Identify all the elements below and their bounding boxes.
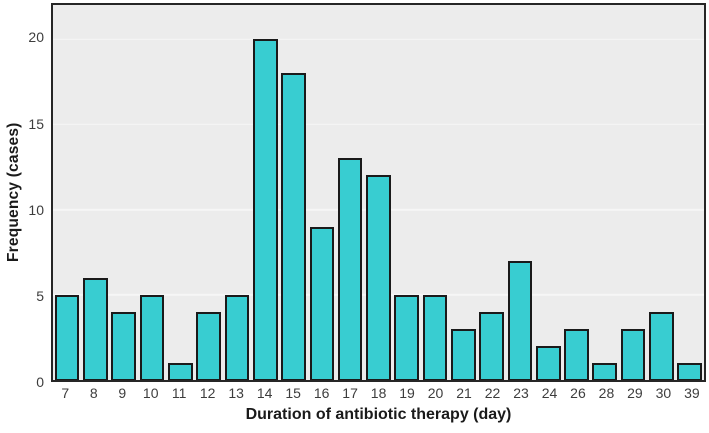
bar-slot-7 — [53, 5, 81, 380]
x-tick-label-11: 11 — [171, 385, 187, 401]
bar-14 — [252, 39, 278, 380]
bar-13 — [224, 294, 250, 380]
x-tick-label-8: 8 — [89, 385, 98, 401]
bar-slot-26 — [562, 5, 590, 380]
plot-area — [51, 3, 706, 382]
x-tick-label-28: 28 — [598, 385, 615, 401]
x-tick-label-14: 14 — [256, 385, 273, 401]
gridline-15 — [53, 123, 704, 126]
bar-11 — [168, 362, 193, 380]
y-tick-label-15: 15 — [28, 115, 44, 132]
bar-9 — [111, 311, 137, 380]
bar-15 — [281, 73, 306, 380]
bar-series — [53, 5, 704, 380]
bar-8 — [83, 277, 108, 380]
bar-slot-17 — [336, 5, 364, 380]
y-tick-label-0: 0 — [36, 374, 44, 390]
bar-23 — [507, 260, 533, 380]
bar-19 — [394, 294, 420, 380]
x-tick-label-10: 10 — [142, 385, 159, 401]
bar-slot-16 — [308, 5, 336, 380]
bar-29 — [620, 328, 646, 380]
y-axis-title: Frequency (cases) — [5, 122, 22, 263]
bar-18 — [366, 175, 391, 380]
x-tick-label-29: 29 — [627, 385, 643, 401]
bar-slot-30 — [647, 5, 675, 380]
x-tick-label-23: 23 — [513, 385, 529, 401]
bar-16 — [309, 226, 335, 380]
bar-slot-9 — [110, 5, 138, 380]
y-axis-tick-labels: 0 5 10 15 20 — [24, 3, 44, 389]
bar-slot-23 — [506, 5, 534, 380]
bar-slot-21 — [449, 5, 477, 380]
bar-22 — [479, 311, 504, 380]
bar-slot-14 — [251, 5, 279, 380]
x-tick-label-22: 22 — [484, 385, 501, 401]
bar-slot-18 — [364, 5, 392, 380]
x-tick-label-13: 13 — [228, 385, 244, 401]
bar-39 — [677, 362, 702, 380]
bar-slot-11 — [166, 5, 194, 380]
gridline-20 — [53, 38, 704, 40]
x-tick-label-24: 24 — [541, 385, 558, 401]
x-tick-label-39: 39 — [684, 385, 700, 401]
bar-slot-39 — [676, 5, 704, 380]
x-tick-label-15: 15 — [285, 385, 301, 401]
x-tick-label-21: 21 — [456, 385, 472, 401]
y-tick-label-10: 10 — [28, 201, 44, 218]
bar-slot-15 — [279, 5, 307, 380]
bar-slot-13 — [223, 5, 251, 380]
bar-slot-22 — [477, 5, 505, 380]
x-axis-tick-labels: 7 8 9 10 11 12 13 14 15 16 17 18 19 20 21 22 23 24 26 28 29 3… — [51, 386, 706, 400]
x-tick-label-18: 18 — [370, 385, 387, 401]
bar-slot-19 — [393, 5, 421, 380]
bar-10 — [139, 294, 165, 380]
x-tick-label-20: 20 — [427, 385, 444, 401]
bar-7 — [54, 294, 80, 380]
x-tick-label-26: 26 — [570, 385, 586, 401]
x-tick-label-19: 19 — [399, 385, 415, 401]
bar-26 — [564, 328, 589, 380]
y-tick-label-20: 20 — [28, 29, 44, 46]
bar-30 — [649, 311, 674, 380]
bar-20 — [422, 294, 448, 380]
y-tick-label-5: 5 — [36, 287, 44, 304]
x-tick-label-12: 12 — [199, 385, 216, 401]
bar-slot-28 — [591, 5, 619, 380]
bar-28 — [592, 362, 618, 380]
x-tick-label-16: 16 — [313, 385, 330, 401]
bar-12 — [196, 311, 221, 380]
bar-slot-8 — [81, 5, 109, 380]
bar-slot-12 — [194, 5, 222, 380]
bar-slot-24 — [534, 5, 562, 380]
bar-slot-10 — [138, 5, 166, 380]
x-tick-label-9: 9 — [118, 385, 127, 401]
x-tick-label-7: 7 — [61, 385, 70, 401]
bar-slot-29 — [619, 5, 647, 380]
bar-21 — [451, 328, 476, 380]
x-axis-title: Duration of antibiotic therapy (day) — [245, 406, 512, 423]
x-tick-label-17: 17 — [342, 385, 358, 401]
bar-17 — [337, 158, 363, 380]
x-tick-label-30: 30 — [655, 385, 672, 401]
bar-24 — [535, 345, 561, 380]
bar-slot-20 — [421, 5, 449, 380]
